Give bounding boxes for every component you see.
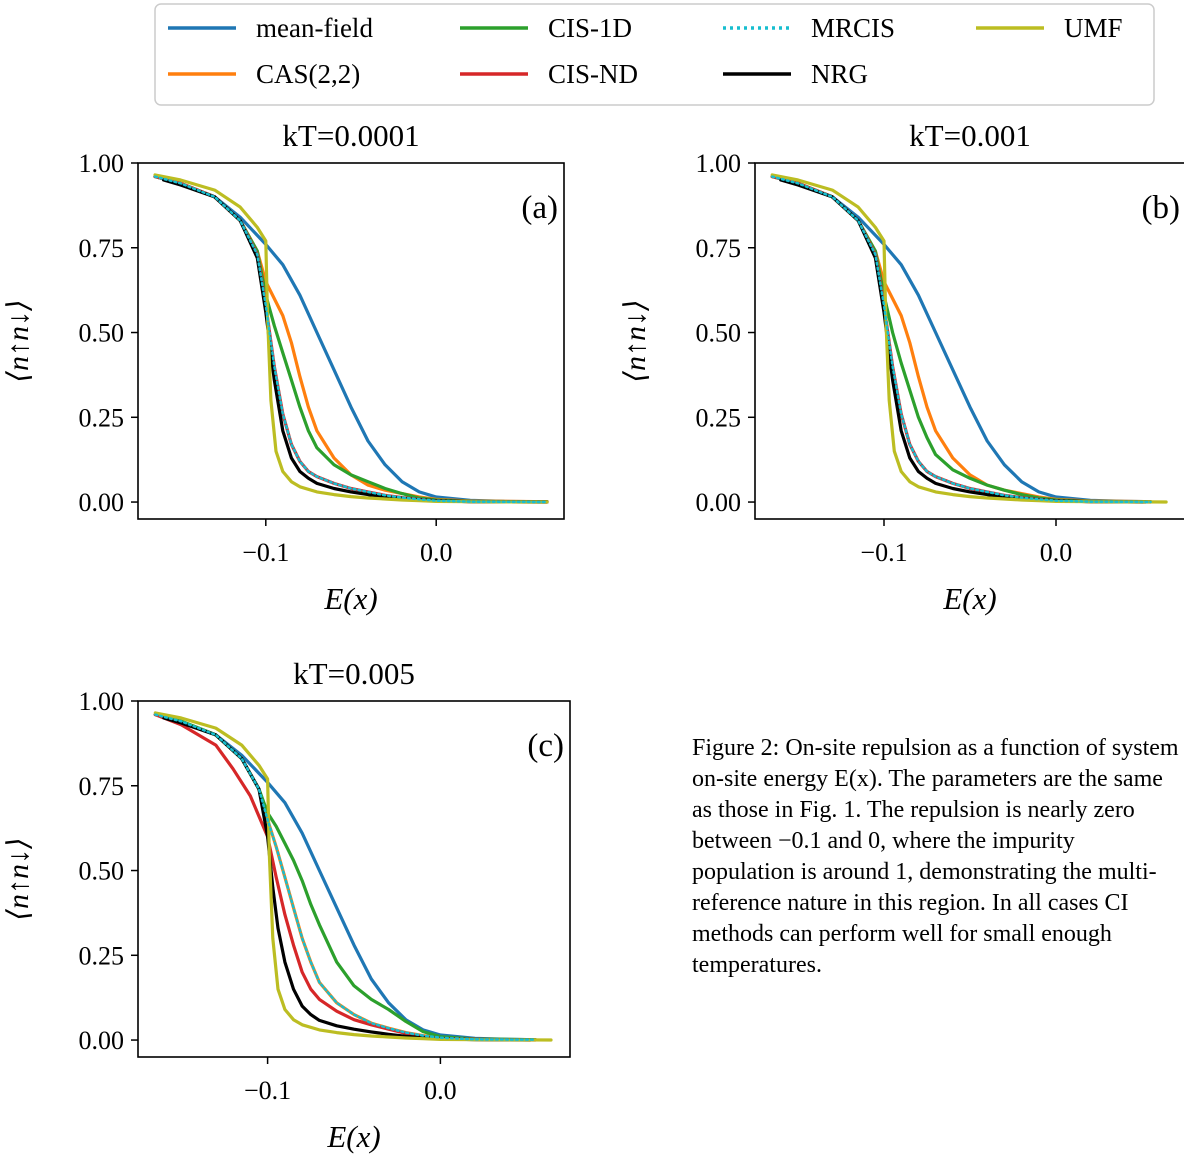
series-line-cis-1d	[770, 175, 1153, 504]
y-tick-label: 0.50	[79, 857, 125, 886]
legend-label: mean-field	[256, 13, 373, 43]
series-line-mean-field	[153, 175, 549, 504]
series-line-nrg	[162, 716, 532, 1042]
series-line-cas-2-2-	[153, 712, 538, 1042]
series-line-nrg	[779, 178, 1148, 504]
x-tick-label: −0.1	[244, 1076, 291, 1105]
panel-b: kT=0.001 0.00 0.25 0.50 0.75 1.00 −0.1 0.0 E(x) ⟨…	[619, 118, 1184, 616]
y-tick-label: 0.25	[696, 403, 742, 432]
legend-label: UMF	[1064, 13, 1123, 43]
panel-a: kT=0.0001 0.00 0.25 0.50 0.75 1.00 −0.1 0.0 E(x)…	[2, 118, 565, 616]
x-tick-label: −0.1	[242, 538, 289, 567]
series-line-mean-field	[770, 175, 1153, 504]
series-line-umf	[770, 173, 1168, 504]
series-line-umf	[153, 711, 553, 1042]
y-tick-label: 0.00	[79, 1026, 125, 1055]
y-tick-label: 0.25	[79, 941, 125, 970]
series-line-cis-nd	[153, 712, 538, 1042]
x-tick-label: 0.0	[1040, 538, 1073, 567]
x-tick-label: −0.1	[860, 538, 907, 567]
series-line-cis-1d	[153, 712, 538, 1042]
x-axis-label: E(x)	[326, 1119, 380, 1154]
y-tick-label: 0.75	[79, 772, 125, 801]
series-line-cis-nd	[153, 175, 549, 504]
panel-label: (b)	[1142, 190, 1180, 226]
legend-label: NRG	[811, 59, 868, 89]
series-line-nrg	[162, 178, 549, 504]
figure-caption: Figure 2: On-site repulsion as a functio…	[692, 735, 1179, 978]
y-tick-label: 1.00	[79, 149, 125, 178]
series-line-mrcis	[154, 713, 537, 1041]
y-axis-label: ⟨n↑n↓⟩	[2, 299, 35, 382]
y-axis-label: ⟨n↑n↓⟩	[2, 837, 35, 920]
legend: mean-field CAS(2,2) CIS-1D CIS-ND MRCIS NRG UM…	[154, 3, 1155, 106]
y-axis-label: ⟨n↑n↓⟩	[619, 299, 652, 382]
series-line-mean-field	[153, 712, 538, 1042]
panel-label: (c)	[527, 728, 564, 764]
series-line-cas-2-2-	[770, 175, 1153, 504]
y-tick-label: 0.75	[696, 234, 742, 263]
panel-c: kT=0.005 0.00 0.25 0.50 0.75 1.00 −0.1 0.0 E(x) ⟨…	[2, 656, 571, 1154]
legend-label: CIS-ND	[548, 59, 638, 89]
y-tick-label: 0.00	[79, 488, 125, 517]
series-line-mrcis	[770, 175, 1152, 504]
series-line-umf	[153, 173, 549, 504]
series-line-mrcis	[153, 175, 549, 504]
series-line-cis-1d	[153, 175, 549, 504]
series-line-cas-2-2-	[153, 175, 549, 504]
x-tick-label: 0.0	[424, 1076, 457, 1105]
y-tick-label: 0.50	[79, 319, 125, 348]
y-tick-label: 0.00	[696, 488, 742, 517]
legend-box	[154, 3, 1155, 106]
legend-label: MRCIS	[811, 13, 895, 43]
y-tick-label: 0.75	[79, 234, 125, 263]
x-tick-label: 0.0	[420, 538, 453, 567]
panel-title: kT=0.0001	[282, 118, 419, 153]
legend-label: CAS(2,2)	[256, 59, 360, 89]
y-tick-label: 0.25	[79, 403, 125, 432]
legend-label: CIS-1D	[548, 13, 632, 43]
axes-frame	[137, 162, 565, 520]
x-axis-label: E(x)	[942, 581, 996, 616]
y-tick-label: 1.00	[79, 687, 125, 716]
panel-title: kT=0.001	[909, 118, 1031, 153]
series-line-cis-nd	[770, 175, 1153, 504]
x-axis-label: E(x)	[323, 581, 377, 616]
axes-frame	[137, 700, 571, 1058]
axes-frame	[754, 162, 1184, 520]
y-tick-label: 0.50	[696, 319, 742, 348]
y-tick-label: 1.00	[696, 149, 742, 178]
panel-label: (a)	[521, 190, 558, 226]
panel-title: kT=0.005	[293, 656, 415, 691]
